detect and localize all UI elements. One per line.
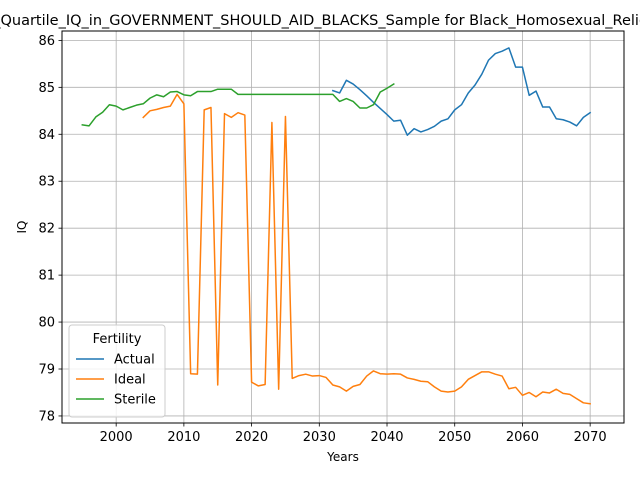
y-tick-label: 86 (38, 34, 55, 49)
x-tick-label: 2050 (438, 430, 471, 445)
y-tick-label: 85 (38, 81, 55, 96)
x-tick-label: 2020 (235, 430, 268, 445)
legend-entries: Actual Ideal Sterile (76, 353, 156, 408)
y-axis-title: IQ (15, 221, 29, 234)
x-tick-label: 2040 (370, 430, 403, 445)
legend-title: Fertility (93, 332, 142, 347)
legend-label-actual: Actual (114, 353, 155, 368)
y-axis: 78 79 80 81 82 83 84 85 86 (38, 34, 62, 424)
x-tick-label: 2010 (167, 430, 200, 445)
y-tick-label: 78 (38, 409, 55, 424)
y-tick-label: 80 (38, 316, 55, 331)
chart-title: Lower_Quartile_IQ_in_GOVERNMENT_SHOULD_A… (0, 13, 640, 29)
legend-box (68, 324, 166, 418)
legend: Fertility Actual Ideal Sterile (68, 324, 166, 418)
y-tick-label: 84 (38, 128, 55, 143)
x-tick-label: 2000 (100, 430, 133, 445)
y-tick-label: 82 (38, 222, 55, 237)
x-tick-label: 2060 (506, 430, 539, 445)
series-layer (81, 47, 592, 405)
series-line-ideal (142, 93, 591, 405)
x-tick-label: 2070 (574, 430, 607, 445)
legend-label-ideal: Ideal (114, 373, 146, 388)
series-line-actual (331, 47, 592, 136)
plot-area-frame (61, 30, 625, 424)
y-tick-label: 79 (38, 363, 55, 378)
x-axis: 2000 2010 2020 2030 2040 2050 2060 2070 (100, 423, 607, 445)
y-tick-label: 81 (38, 269, 55, 284)
x-axis-title: Years (326, 450, 359, 464)
x-tick-label: 2030 (303, 430, 336, 445)
legend-label-sterile: Sterile (114, 393, 156, 408)
y-tick-label: 83 (38, 175, 55, 190)
series-line-sterile (81, 83, 395, 127)
